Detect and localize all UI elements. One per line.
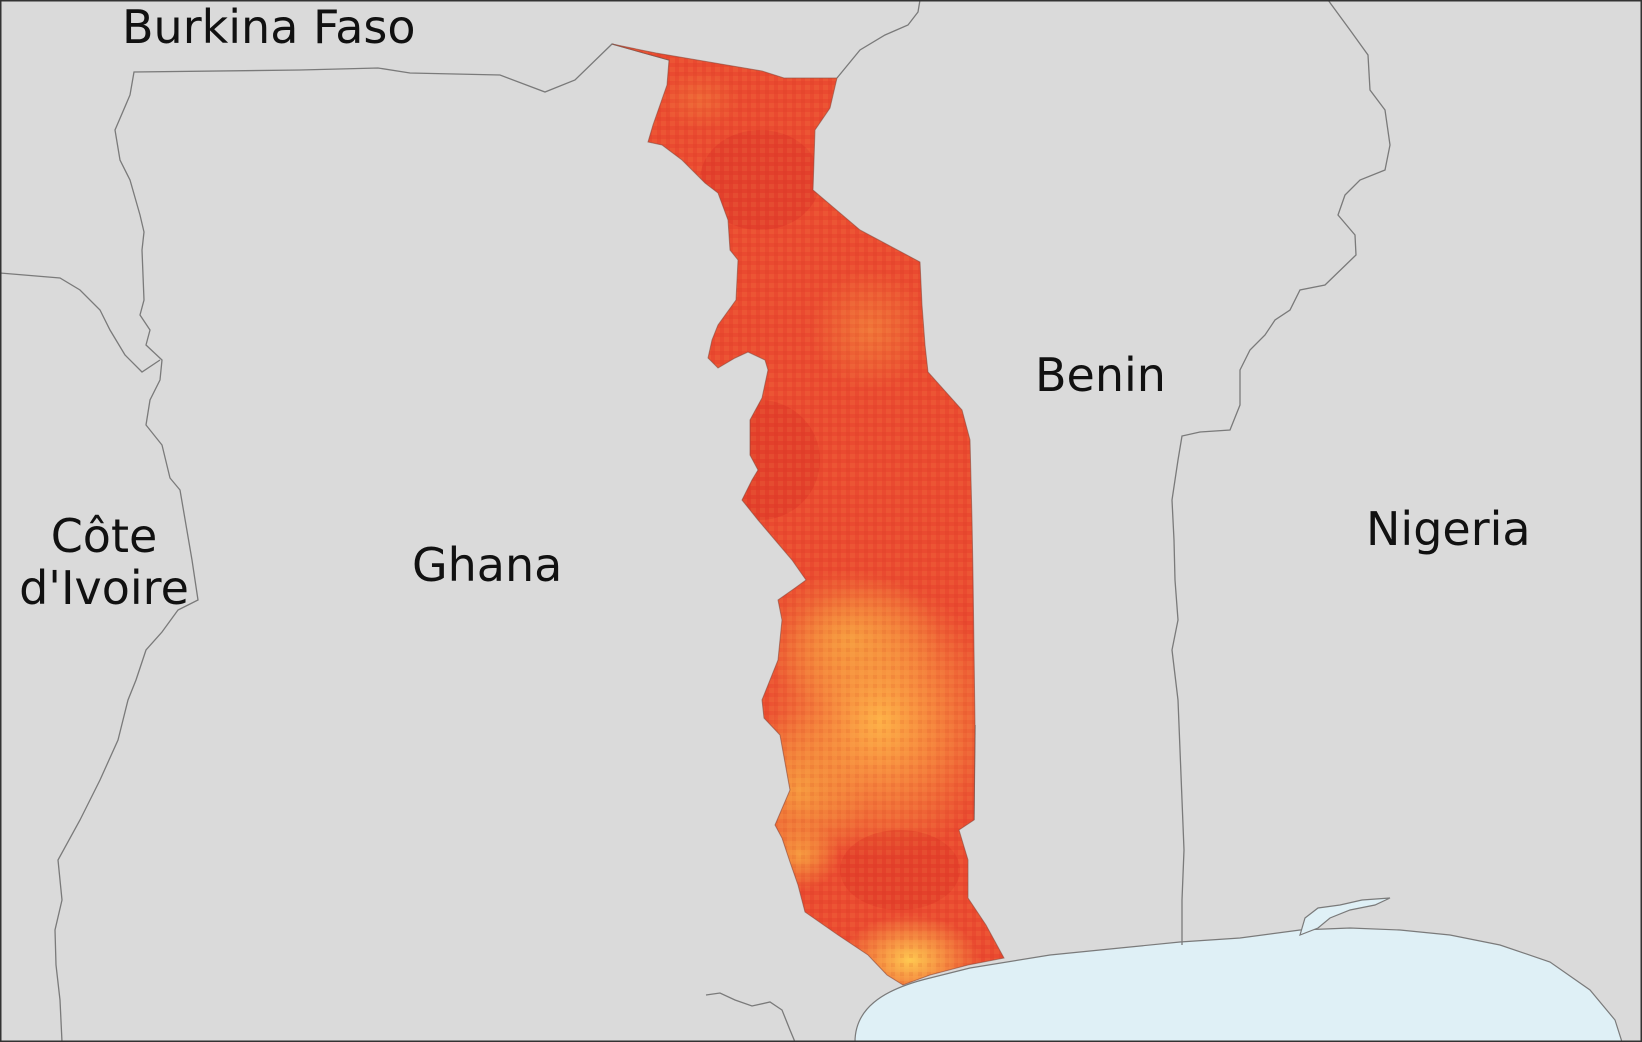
label-ghana: Ghana bbox=[412, 538, 563, 592]
togo-outline bbox=[611, 43, 1005, 986]
label-cote-divoire: Côte d'Ivoire bbox=[16, 509, 192, 615]
label-cote-divoire-line1: Côte bbox=[50, 509, 158, 563]
label-cote-divoire-line2: d'Ivoire bbox=[19, 560, 189, 615]
volta-river bbox=[705, 992, 796, 1042]
label-benin: Benin bbox=[1035, 348, 1166, 402]
ocean-gulf-of-guinea bbox=[854, 927, 1623, 1042]
label-burkina-faso: Burkina Faso bbox=[122, 0, 416, 54]
lagoon-lagos bbox=[1299, 897, 1391, 937]
label-nigeria: Nigeria bbox=[1366, 502, 1531, 556]
